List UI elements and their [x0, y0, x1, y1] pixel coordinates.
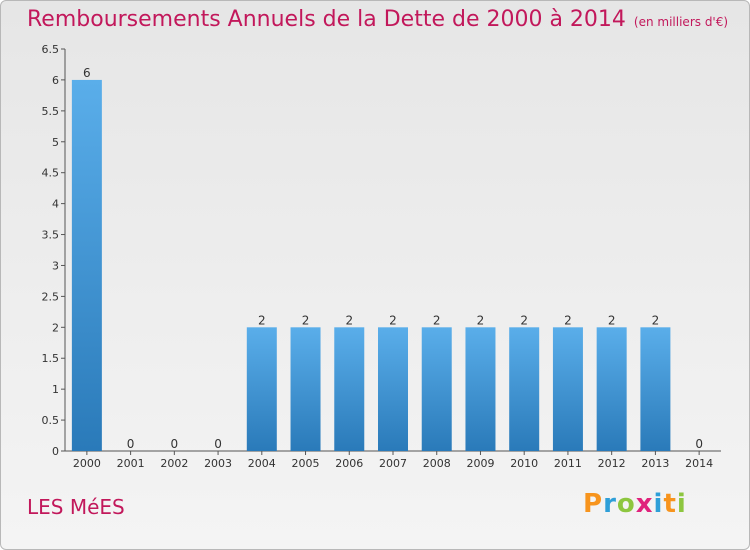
proxiti-logo[interactable]: Proxiti — [583, 489, 687, 519]
value-label-2011: 2 — [564, 313, 572, 327]
bar-2007 — [378, 327, 408, 451]
value-label-2008: 2 — [433, 313, 441, 327]
x-tick-label-2014: 2014 — [685, 457, 713, 470]
value-label-2009: 2 — [477, 313, 485, 327]
bar-2009 — [465, 327, 496, 451]
x-tick-label-2005: 2005 — [292, 457, 320, 470]
logo-letter: x — [635, 489, 654, 519]
bar-2004 — [246, 327, 277, 451]
bar-2013 — [640, 327, 671, 451]
logo-letter: t — [663, 489, 677, 519]
y-tick-label: 2 — [52, 321, 59, 334]
y-tick-label: 4 — [52, 198, 59, 211]
value-label-2000: 6 — [83, 66, 91, 80]
bar-2012 — [596, 327, 627, 451]
chart-title-text: Remboursements Annuels de la Dette de 20… — [27, 7, 626, 32]
y-tick-label: 3.5 — [42, 229, 60, 242]
y-tick-label: 0.5 — [42, 414, 60, 427]
y-tick-label: 4.5 — [42, 167, 60, 180]
bar-2008 — [421, 327, 452, 451]
y-tick-label: 3 — [52, 259, 59, 272]
value-label-2005: 2 — [302, 313, 310, 327]
chart-subtitle: (en milliers d'€) — [633, 15, 729, 29]
y-tick-label: 5.5 — [42, 105, 60, 118]
value-label-2006: 2 — [345, 313, 353, 327]
x-tick-label-2012: 2012 — [598, 457, 626, 470]
logo-letter: i — [676, 489, 687, 519]
y-tick-label: 1 — [52, 383, 59, 396]
x-tick-label-2010: 2010 — [510, 457, 538, 470]
value-label-2001: 0 — [127, 437, 135, 451]
logo-letter: o — [616, 489, 636, 519]
y-tick-label: 1.5 — [42, 352, 60, 365]
chart-title: Remboursements Annuels de la Dette de 20… — [27, 7, 728, 32]
logo-letter: r — [603, 489, 617, 519]
y-tick-label: 0 — [52, 445, 59, 458]
x-tick-label-2013: 2013 — [641, 457, 669, 470]
x-tick-label-2008: 2008 — [423, 457, 451, 470]
x-tick-label-2001: 2001 — [117, 457, 145, 470]
value-label-2004: 2 — [258, 313, 266, 327]
x-tick-label-2007: 2007 — [379, 457, 407, 470]
logo-letter: i — [653, 489, 664, 519]
value-label-2010: 2 — [520, 313, 528, 327]
y-tick-label: 2.5 — [42, 290, 60, 303]
x-tick-label-2000: 2000 — [73, 457, 101, 470]
value-label-2014: 0 — [695, 437, 703, 451]
x-tick-label-2002: 2002 — [160, 457, 188, 470]
bar-2011 — [552, 327, 583, 451]
x-tick-label-2003: 2003 — [204, 457, 232, 470]
value-label-2012: 2 — [608, 313, 616, 327]
commune-name: LES MéES — [27, 495, 125, 519]
logo-letter: P — [583, 489, 604, 519]
bar-2005 — [290, 327, 321, 451]
x-tick-label-2011: 2011 — [554, 457, 582, 470]
y-tick-label: 6.5 — [42, 43, 60, 56]
bar-2010 — [509, 327, 540, 451]
y-tick-label: 5 — [52, 136, 59, 149]
bar-2000 — [71, 79, 102, 451]
bar-2006 — [334, 327, 365, 451]
value-label-2013: 2 — [652, 313, 660, 327]
y-tick-label: 6 — [52, 74, 59, 87]
value-label-2003: 0 — [214, 437, 222, 451]
x-tick-label-2006: 2006 — [335, 457, 363, 470]
x-tick-label-2004: 2004 — [248, 457, 276, 470]
x-tick-label-2009: 2009 — [466, 457, 494, 470]
value-label-2007: 2 — [389, 313, 397, 327]
value-label-2002: 0 — [171, 437, 179, 451]
